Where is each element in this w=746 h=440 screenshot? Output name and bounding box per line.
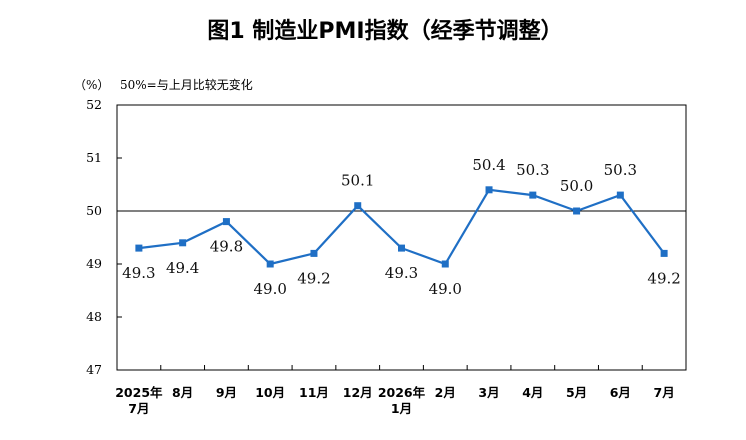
x-tick-label: 1月 [391, 401, 412, 416]
data-point [616, 191, 624, 199]
unit-label: （%） [74, 78, 109, 92]
y-tick-label: 50 [86, 203, 102, 218]
data-label: 49.3 [385, 264, 418, 282]
x-tick-label: 2026年 [378, 385, 426, 400]
y-tick-label: 49 [86, 256, 102, 271]
plot-frame [116, 104, 687, 371]
x-tick-label: 4月 [522, 385, 543, 400]
x-tick-label: 6月 [610, 385, 631, 400]
data-point [441, 260, 449, 268]
data-point [573, 207, 581, 215]
y-tick-label: 52 [86, 97, 102, 112]
data-point [398, 244, 405, 252]
data-point [222, 218, 230, 226]
y-tick-label: 51 [86, 150, 102, 165]
y-tick-label: 47 [86, 362, 102, 377]
data-point [310, 249, 318, 257]
data-label: 49.3 [122, 264, 155, 282]
x-tick-label: 12月 [343, 385, 373, 400]
data-label: 49.2 [647, 269, 680, 287]
data-point [660, 249, 668, 257]
data-label: 49.8 [210, 238, 243, 256]
y-tick-label: 48 [86, 309, 102, 324]
x-tick-label: 7月 [128, 401, 149, 416]
x-tick-label: 11月 [299, 385, 329, 400]
x-tick-label: 10月 [255, 385, 285, 400]
data-point [529, 191, 537, 199]
data-labels: 49.3 49.4 49.8 49.0 49.2 50.1 49.3 49.0 50.4 50.3… [122, 156, 681, 298]
data-point [179, 239, 187, 247]
data-point [135, 244, 143, 252]
data-point [485, 186, 493, 194]
data-label: 50.3 [516, 161, 549, 179]
annotation-note: 50%=与上月比较无变化 [120, 77, 253, 92]
x-tick-label: 9月 [216, 385, 237, 400]
data-points [135, 186, 668, 268]
data-label: 50.3 [604, 161, 637, 179]
data-label: 50.4 [472, 156, 505, 174]
data-label: 49.0 [253, 280, 286, 298]
chart-title: 图1 制造业PMI指数（经季节调整） [207, 18, 562, 44]
y-axis: 52 51 50 49 48 47 [86, 97, 122, 377]
x-tick-label: 2月 [435, 385, 456, 400]
x-tick-label: 7月 [654, 385, 675, 400]
x-tick-label: 8月 [172, 385, 193, 400]
x-tick-label: 5月 [566, 385, 587, 400]
data-point [266, 260, 274, 268]
data-point [354, 202, 362, 210]
data-label: 50.0 [560, 177, 593, 195]
data-label: 49.4 [166, 259, 199, 277]
x-tick-label: 2025年 [115, 385, 163, 400]
data-label: 49.2 [297, 269, 330, 287]
data-label: 50.1 [341, 172, 374, 190]
x-tick-label: 3月 [478, 385, 499, 400]
data-label: 49.0 [429, 280, 462, 298]
